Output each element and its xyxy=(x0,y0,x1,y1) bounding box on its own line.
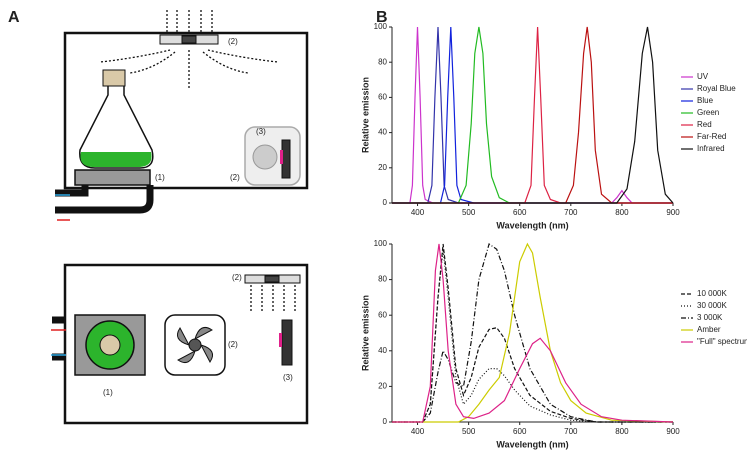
series-line xyxy=(392,26,674,204)
y-tick-label: 100 xyxy=(374,22,388,31)
diagram-top xyxy=(55,8,309,221)
legend-label: Royal Blue xyxy=(697,84,736,93)
x-tick-label: 500 xyxy=(462,427,476,436)
x-tick-label: 900 xyxy=(666,208,680,217)
series-line xyxy=(392,26,673,204)
legend-label: Far-Red xyxy=(697,132,726,141)
x-tick-label: 800 xyxy=(615,427,629,436)
x-tick-label: 700 xyxy=(564,208,578,217)
y-tick-label: 60 xyxy=(378,93,387,102)
y-tick-label: 0 xyxy=(383,417,388,426)
label: (3) xyxy=(256,127,266,136)
series-line xyxy=(392,26,673,204)
x-tick-label: 400 xyxy=(411,208,425,217)
legend-label: Infrared xyxy=(697,144,725,153)
panel-label: B xyxy=(376,9,388,26)
label: (1) xyxy=(155,173,165,182)
series-line xyxy=(392,243,673,423)
y-tick-label: 100 xyxy=(374,239,388,248)
x-axis-label: Wavelength (nm) xyxy=(496,439,568,449)
y-tick-label: 40 xyxy=(378,346,387,355)
y-tick-label: 40 xyxy=(378,128,387,137)
y-tick-label: 20 xyxy=(378,163,387,172)
legend-label: Amber xyxy=(697,325,721,334)
series-line xyxy=(392,249,673,423)
legend-label: UV xyxy=(697,72,709,81)
y-tick-label: 80 xyxy=(378,57,387,66)
series-line xyxy=(392,243,673,423)
y-tick-label: 20 xyxy=(378,382,387,391)
x-tick-label: 500 xyxy=(462,208,476,217)
x-tick-label: 700 xyxy=(564,427,578,436)
label: (2) xyxy=(228,37,238,46)
y-tick-label: 0 xyxy=(383,198,388,207)
legend-label: 10 000K xyxy=(697,289,727,298)
label: (2) xyxy=(228,340,238,349)
x-axis-label: Wavelength (nm) xyxy=(496,220,568,230)
legend-label: 30 000K xyxy=(697,301,727,310)
label: (2) xyxy=(232,273,242,282)
legend-label: Blue xyxy=(697,96,714,105)
x-tick-label: 900 xyxy=(666,427,680,436)
legend-label: 3 000K xyxy=(697,313,723,322)
label: (3) xyxy=(283,373,293,382)
series-line xyxy=(392,242,674,423)
legend-label: Red xyxy=(697,120,712,129)
label: (2) xyxy=(230,173,240,182)
panel-label: A xyxy=(8,9,20,26)
series-line xyxy=(392,26,673,204)
y-axis-label: Relative emission xyxy=(360,77,370,153)
x-tick-label: 400 xyxy=(411,427,425,436)
series-line xyxy=(392,26,673,204)
legend-label: Green xyxy=(697,108,719,117)
x-tick-label: 600 xyxy=(513,427,527,436)
series-line xyxy=(392,26,673,204)
diagram-bottom xyxy=(51,263,309,425)
label: (1) xyxy=(103,388,113,397)
series-line xyxy=(392,243,674,423)
x-tick-label: 600 xyxy=(513,208,527,217)
y-tick-label: 60 xyxy=(378,310,387,319)
x-tick-label: 800 xyxy=(615,208,629,217)
y-tick-label: 80 xyxy=(378,275,387,284)
y-axis-label: Relative emission xyxy=(360,295,370,371)
legend-label: "Full" spectrum xyxy=(697,337,747,346)
series-line xyxy=(392,26,673,204)
